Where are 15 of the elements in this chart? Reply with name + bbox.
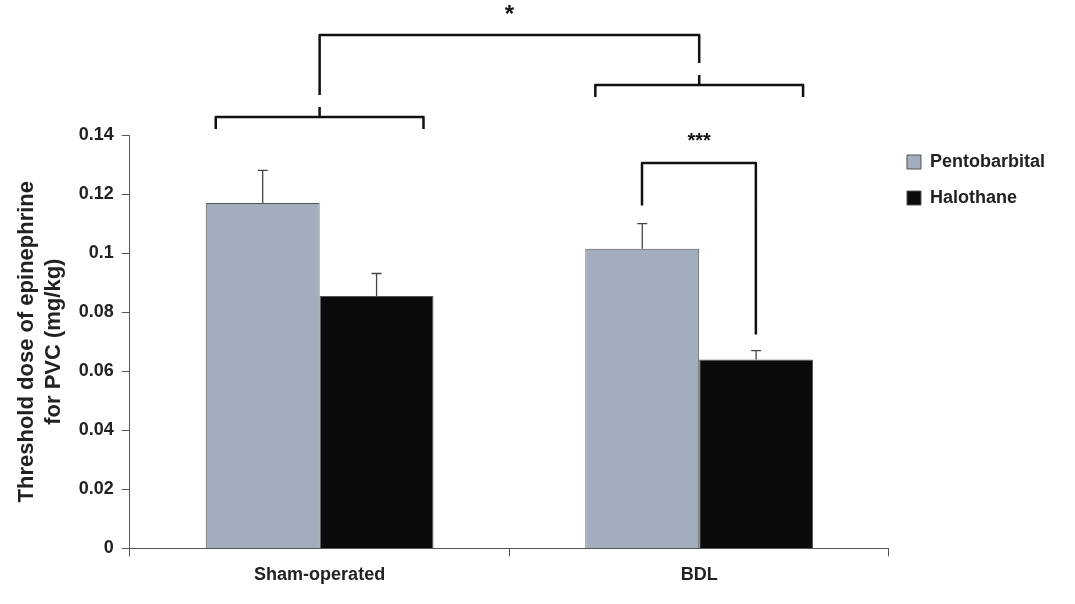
y-tick-label: 0.14 [78, 123, 114, 144]
text: * [504, 0, 515, 27]
legend-label: Pentobarbital [929, 150, 1045, 171]
x-tick-label: BDL [680, 564, 718, 585]
y-tick-label: 0.08 [78, 301, 114, 322]
y-tick-label: 0.06 [78, 360, 114, 381]
legend-label: Halothane [929, 186, 1017, 207]
y-tick-label: 0.04 [78, 419, 114, 440]
y-tick-label: 0.12 [78, 183, 114, 204]
y-tick-label: 0 [103, 537, 114, 558]
y-tick-label: 0.1 [88, 242, 114, 263]
x-tick-label: Sham-operated [254, 564, 386, 585]
annotation: *** [687, 128, 712, 151]
y-tick-label: 0.02 [78, 478, 114, 499]
y-axis-title: Threshold dose of epinephrine for PVC (mg/kg) [13, 180, 65, 503]
